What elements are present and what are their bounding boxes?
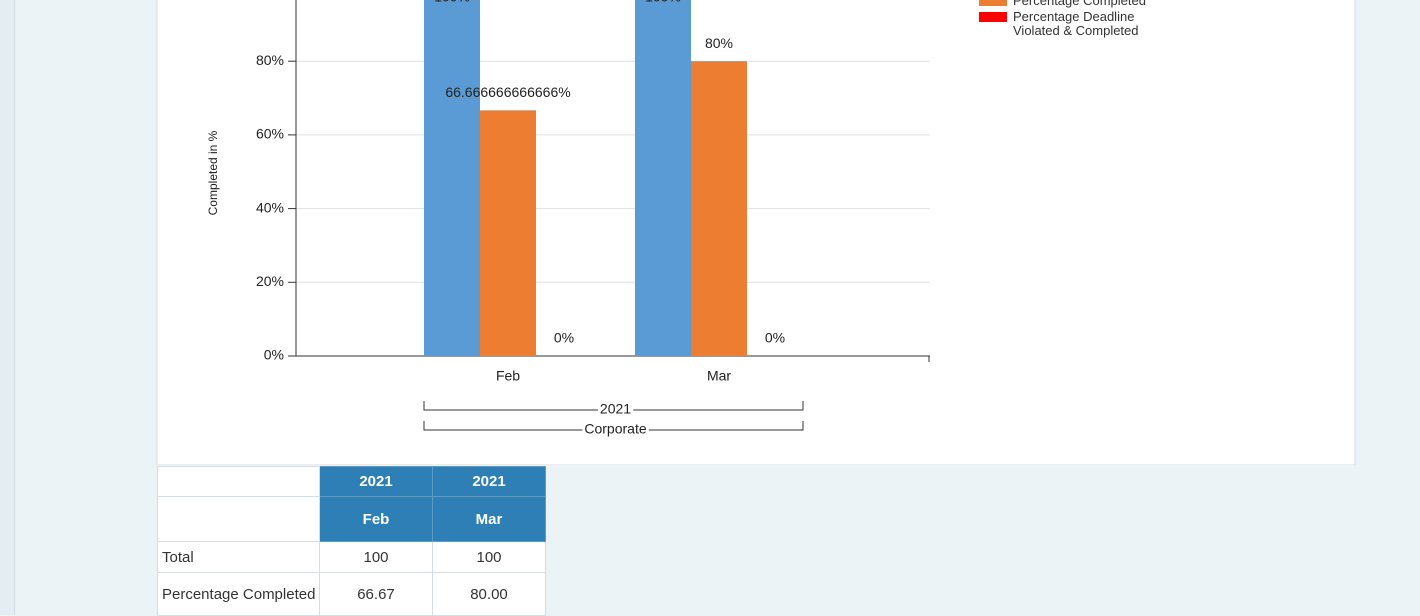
header-cell: Mar bbox=[432, 496, 546, 542]
legend-label: Percentage Deadline Violated & Completed bbox=[1013, 9, 1139, 38]
header-cell: 2021 bbox=[432, 466, 546, 497]
header-cell: 2021 bbox=[319, 466, 433, 497]
header-cell: Feb bbox=[319, 496, 433, 542]
data-table: 2021 2021 Feb Mar Total 100 100 Percentage C… bbox=[157, 466, 546, 616]
cell: 66.67 bbox=[319, 572, 433, 616]
x-tick-label: Mar bbox=[707, 368, 731, 384]
data-label: 100% bbox=[645, 0, 681, 5]
bar bbox=[424, 0, 480, 356]
group-label: 2021 bbox=[600, 401, 631, 417]
group-label: Corporate bbox=[584, 421, 646, 437]
y-tick-label: 0% bbox=[264, 347, 284, 363]
corner-cell bbox=[157, 466, 320, 497]
y-tick-label: 80% bbox=[256, 52, 284, 68]
legend-swatch bbox=[979, 12, 1007, 22]
y-tick-label: 40% bbox=[256, 199, 284, 215]
legend-label: Percentage Completed bbox=[1013, 0, 1146, 8]
data-label: 0% bbox=[554, 330, 574, 346]
bar bbox=[635, 0, 691, 356]
y-tick-label: 20% bbox=[256, 273, 284, 289]
y-tick-label: 60% bbox=[256, 126, 284, 142]
side-strip bbox=[0, 0, 15, 615]
group-label-bg bbox=[582, 427, 649, 433]
legend-item: Percentage Deadline Violated & Completed bbox=[979, 10, 1179, 38]
data-label: 80% bbox=[705, 35, 733, 51]
legend-swatch bbox=[979, 0, 1007, 6]
cell: 80.00 bbox=[432, 572, 546, 616]
row-label: Total bbox=[157, 541, 320, 573]
chart-panel bbox=[156, 0, 1356, 465]
legend: Percentage Completed Percentage Deadline… bbox=[979, 0, 1179, 40]
data-label: 100% bbox=[434, 0, 470, 5]
y-axis-title: Completed in % bbox=[206, 130, 220, 215]
cell: 100 bbox=[432, 541, 546, 573]
data-label: 66.666666666666% bbox=[445, 84, 570, 100]
chart: Completed in % 0% 20% 40% 60% 80% 100% Feb 100%… bbox=[156, 0, 1356, 465]
cell: 100 bbox=[319, 541, 433, 573]
data-label: 0% bbox=[765, 330, 785, 346]
legend-item: Percentage Completed bbox=[979, 0, 1179, 8]
group-label-bg bbox=[597, 407, 634, 413]
row-label: Percentage Completed bbox=[157, 572, 320, 616]
bar bbox=[691, 61, 747, 356]
corner-cell bbox=[157, 496, 320, 542]
bar bbox=[480, 110, 536, 356]
x-tick-label: Feb bbox=[496, 368, 520, 384]
